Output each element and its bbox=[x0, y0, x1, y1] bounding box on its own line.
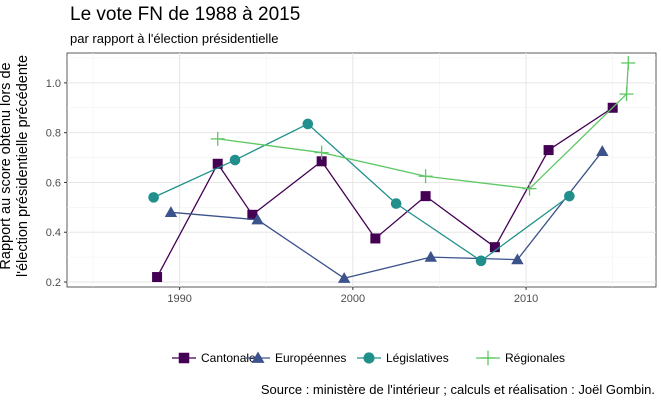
line-chart: 1990 2000 2010 0.2 0.4 0.6 0.8 1.0 bbox=[46, 52, 657, 305]
series-layer bbox=[148, 55, 636, 283]
legend-key-legislatives bbox=[357, 352, 381, 364]
legend-item-cantonales: Cantonales bbox=[170, 346, 262, 370]
point-cantonales bbox=[212, 158, 223, 169]
grid-major bbox=[67, 53, 656, 287]
point-europeennes bbox=[596, 145, 609, 156]
y-tick-label: 0.6 bbox=[46, 177, 61, 189]
point-regionales bbox=[210, 131, 225, 146]
point-cantonales bbox=[370, 233, 381, 244]
point-legislatives bbox=[475, 255, 487, 267]
legend-label-regionales: Régionales bbox=[505, 351, 566, 365]
point-cantonales bbox=[420, 191, 431, 202]
point-regionales bbox=[621, 55, 636, 70]
point-legislatives bbox=[390, 198, 402, 209]
point-legislatives bbox=[229, 154, 241, 166]
grid-minor bbox=[67, 53, 656, 287]
legend-item-europeennes: Européennes bbox=[244, 346, 346, 370]
plot-panel bbox=[66, 52, 657, 288]
point-europeennes bbox=[511, 253, 524, 265]
point-regionales bbox=[619, 87, 634, 102]
legend-item-regionales: Régionales bbox=[474, 346, 565, 370]
x-tick-label: 1990 bbox=[167, 293, 191, 305]
legend-marker-europeennes bbox=[251, 351, 265, 363]
point-cantonales bbox=[489, 242, 500, 253]
point-regionales bbox=[314, 145, 329, 160]
point-europeennes bbox=[337, 272, 351, 283]
point-cantonales bbox=[152, 272, 163, 283]
point-cantonales bbox=[316, 156, 327, 167]
point-legislatives bbox=[302, 118, 314, 130]
chart-subtitle: par rapport à l'élection présidentielle bbox=[70, 31, 279, 46]
point-europeennes bbox=[424, 250, 437, 262]
series-europeennes bbox=[164, 145, 609, 283]
chart-title: Le vote FN de 1988 à 2015 bbox=[70, 4, 301, 25]
legend-key-cantonales bbox=[172, 352, 196, 364]
point-cantonales bbox=[247, 209, 258, 220]
point-cantonales bbox=[543, 145, 554, 156]
legend-marker-regionales bbox=[480, 350, 496, 366]
source-caption: Source : ministère de l'intérieur ; calc… bbox=[260, 382, 655, 397]
series-line-legislatives bbox=[153, 123, 570, 262]
legend-label-europeennes: Européennes bbox=[275, 351, 347, 365]
legend-marker-cantonales bbox=[178, 352, 190, 364]
x-tick-label: 2000 bbox=[341, 293, 365, 305]
point-europeennes bbox=[251, 213, 264, 225]
y-tick-label: 0.8 bbox=[46, 128, 61, 140]
axis-layer: 1990 2000 2010 0.2 0.4 0.6 0.8 1.0 bbox=[46, 78, 539, 305]
y-tick-label: 1.0 bbox=[46, 78, 61, 90]
y-tick-label: 0.2 bbox=[46, 277, 61, 289]
point-legislatives bbox=[148, 192, 159, 203]
point-legislatives bbox=[564, 190, 575, 202]
y-tick-label: 0.4 bbox=[46, 227, 61, 239]
series-line-europeennes bbox=[170, 150, 603, 279]
series-regionales bbox=[210, 55, 636, 196]
legend-key-regionales bbox=[476, 350, 500, 366]
legend-label-cantonales: Cantonales bbox=[201, 351, 262, 365]
legend-item-legislatives: Législatives bbox=[355, 346, 449, 370]
legend-label-legislatives: Législatives bbox=[386, 351, 449, 365]
point-regionales bbox=[522, 181, 537, 196]
legend-key-europeennes bbox=[246, 351, 270, 363]
point-europeennes bbox=[164, 206, 178, 217]
series-legislatives bbox=[148, 118, 575, 267]
point-regionales bbox=[418, 169, 433, 184]
x-tick-label: 2010 bbox=[514, 293, 538, 305]
legend: Cantonales Européennes Législatives Régi… bbox=[0, 346, 661, 370]
legend-marker-legislatives bbox=[363, 352, 375, 364]
